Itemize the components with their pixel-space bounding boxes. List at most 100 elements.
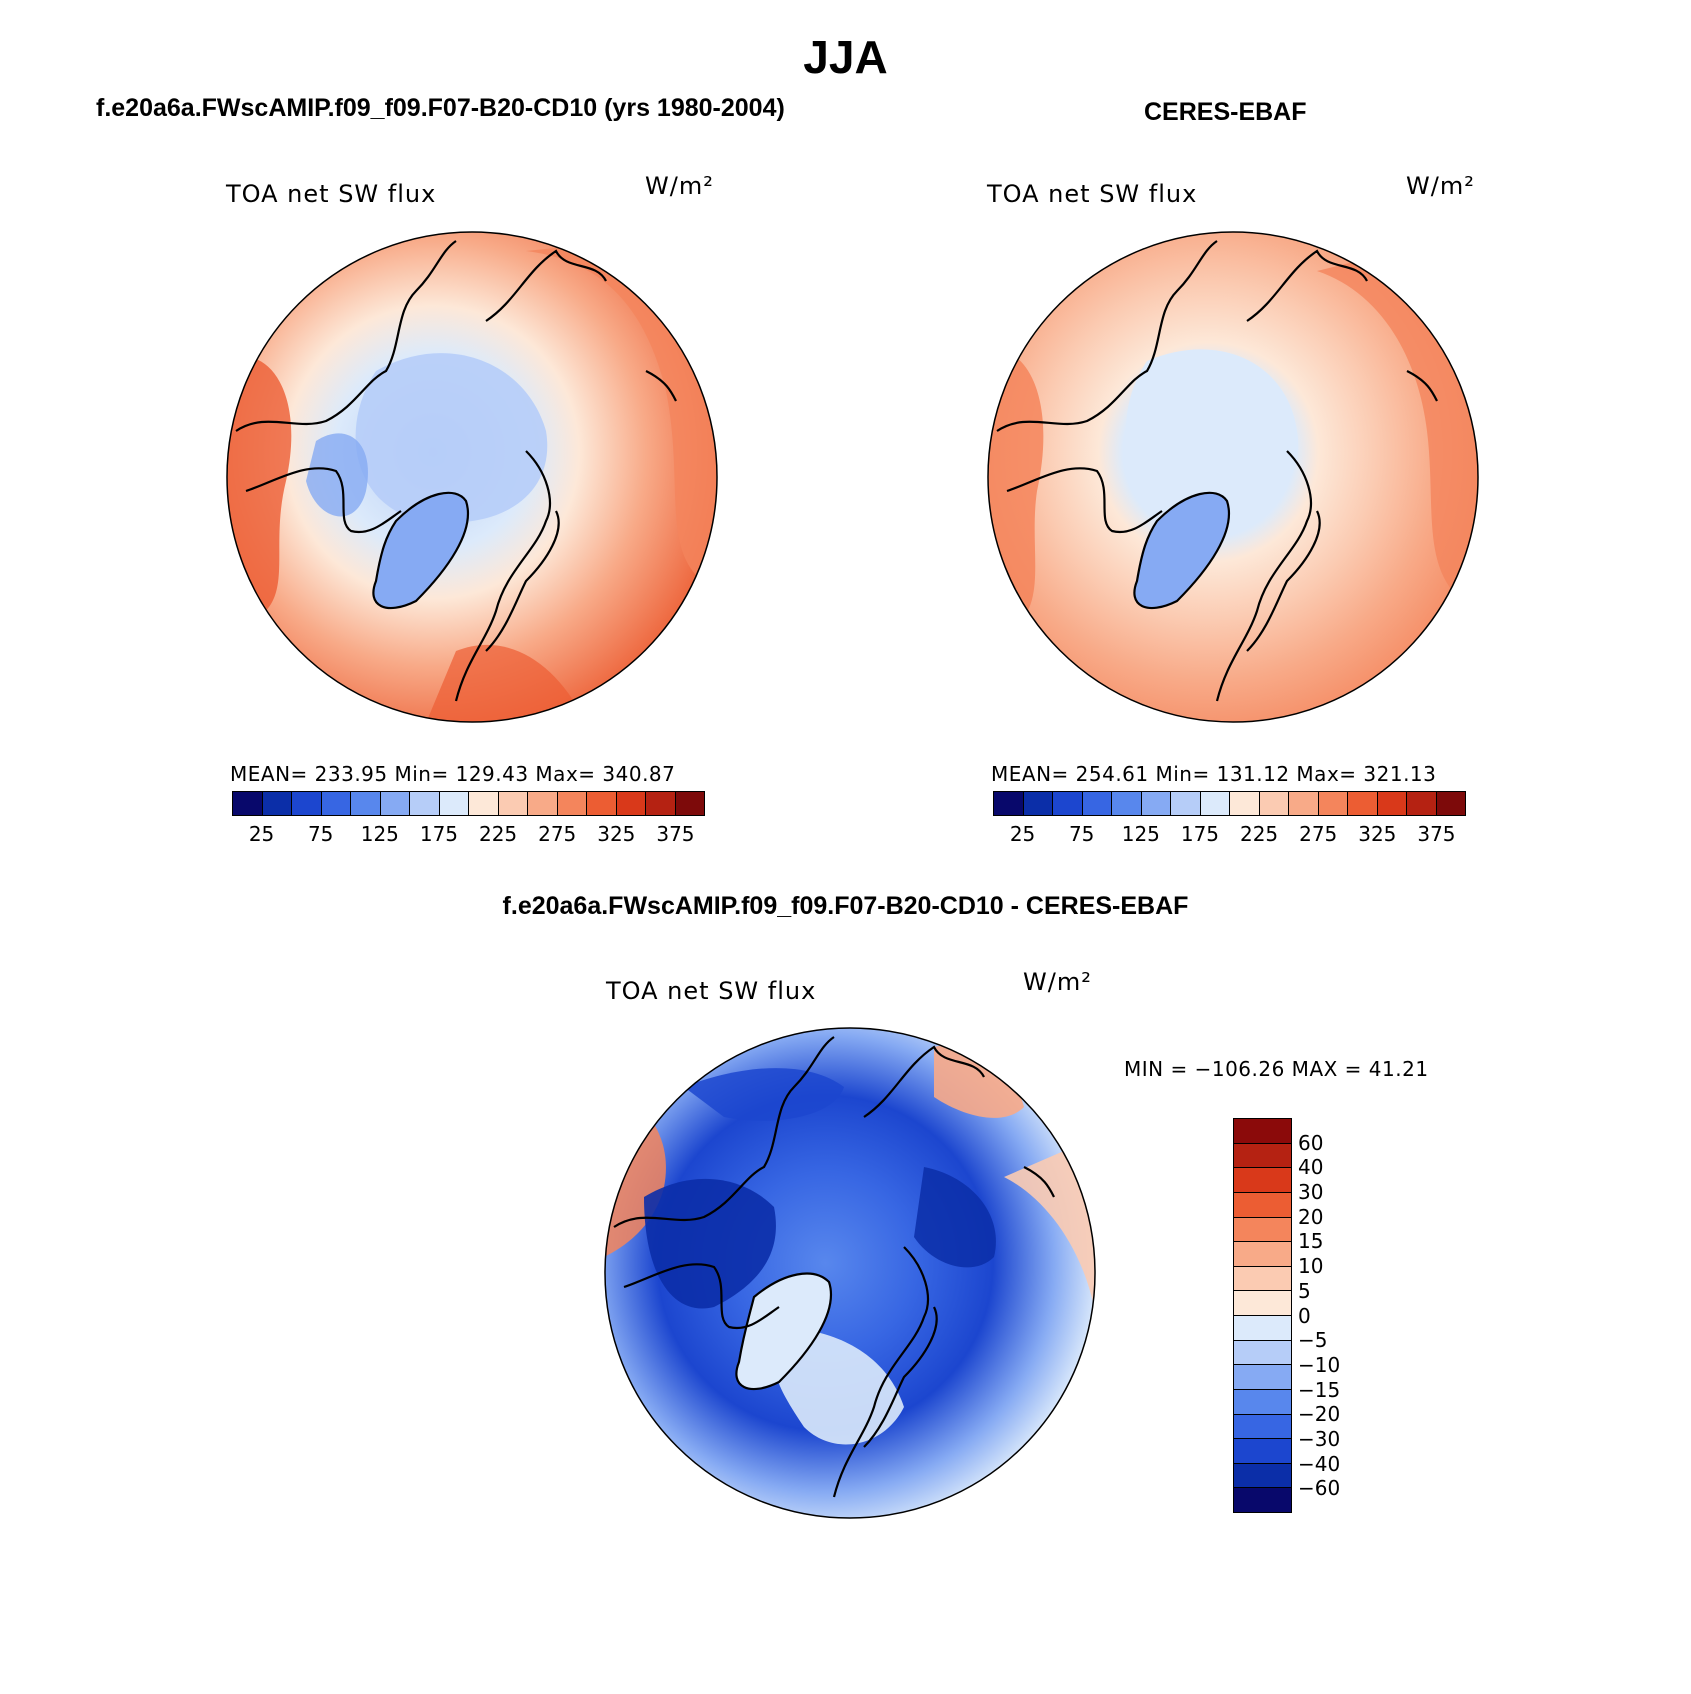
colorbar-tick-label: 10: [1298, 1254, 1324, 1279]
obs-coastline: [996, 240, 1218, 432]
diff-coastline: [735, 1272, 832, 1391]
obs-polar-map: [987, 231, 1479, 723]
diff-coastline: [1023, 1166, 1055, 1198]
model-coastline: [625, 260, 667, 292]
obs-coastline: [1246, 510, 1321, 652]
colorbar-swatch: [1234, 1119, 1291, 1144]
model-panel-title: f.e20a6a.FWscAMIP.f09_f09.F07-B20-CD10 (…: [96, 94, 785, 122]
colorbar-tick-label: 375: [656, 822, 695, 846]
diff-field-negative-patch: [644, 1178, 776, 1309]
colorbar-tick-label: 60: [1298, 1130, 1324, 1155]
colorbar-swatch: [1234, 1340, 1291, 1366]
model-variable-label: TOA net SW flux: [226, 180, 437, 208]
colorbar-swatch: [1377, 792, 1407, 815]
colorbar-swatch: [646, 792, 676, 815]
obs-greenland: [1134, 492, 1229, 609]
colorbar-tick-label: 325: [597, 822, 636, 846]
colorbar-tick-label: 175: [1180, 822, 1220, 846]
colorbar-tick-label: 30: [1298, 1180, 1324, 1205]
obs-variable-label: TOA net SW flux: [987, 180, 1198, 208]
colorbar-tick-label: −40: [1298, 1451, 1341, 1476]
obs-coastline: [1133, 491, 1230, 610]
diff-units-label: W/m²: [1023, 968, 1092, 996]
colorbar-swatch: [233, 792, 263, 815]
colorbar-swatch: [1348, 792, 1378, 815]
colorbar-tick-label: 75: [1068, 822, 1095, 846]
diff-coastline: [1003, 1056, 1045, 1088]
colorbar-swatch: [1023, 792, 1053, 815]
model-colorbar: [232, 791, 705, 816]
diff-stats: MIN = −106.26 MAX = 41.21: [1124, 1057, 1429, 1081]
colorbar-tick-label: 225: [1239, 822, 1279, 846]
colorbar-swatch: [587, 792, 617, 815]
colorbar-tick-label: 125: [360, 822, 399, 846]
model-field-cold-patch: [355, 353, 548, 523]
colorbar-swatch: [1234, 1463, 1291, 1489]
colorbar-swatch: [1141, 792, 1171, 815]
colorbar-swatch: [1171, 792, 1201, 815]
colorbar-swatch: [1234, 1365, 1291, 1390]
colorbar-tick-label: 40: [1298, 1155, 1324, 1180]
diff-field-negative-patch: [914, 1167, 996, 1268]
colorbar-swatch: [1234, 1488, 1291, 1512]
diff-greenland: [736, 1273, 831, 1390]
obs-coastline: [1406, 370, 1438, 402]
diff-coastline: [863, 1306, 938, 1448]
colorbar-tick-label: −30: [1298, 1426, 1341, 1451]
colorbar-tick-label: 25: [1009, 822, 1036, 846]
colorbar-swatch: [1112, 792, 1142, 815]
colorbar-tick-label: −60: [1298, 1476, 1341, 1501]
model-stats: MEAN= 233.95 Min= 129.43 Max= 340.87: [230, 762, 676, 786]
colorbar-swatch: [351, 792, 381, 815]
colorbar-swatch: [262, 792, 292, 815]
colorbar-swatch: [1234, 1291, 1291, 1316]
colorbar-tick-label: −10: [1298, 1352, 1341, 1377]
colorbar-swatch: [1230, 792, 1260, 815]
colorbar-swatch: [498, 792, 528, 815]
colorbar-swatch: [675, 792, 704, 815]
colorbar-swatch: [616, 792, 646, 815]
colorbar-swatch: [1259, 792, 1289, 815]
colorbar-tick-label: −20: [1298, 1402, 1341, 1427]
model-coastline: [372, 491, 469, 610]
colorbar-swatch: [1082, 792, 1112, 815]
obs-coastline: [1215, 450, 1312, 702]
colorbar-swatch: [1234, 1168, 1291, 1193]
colorbar-swatch: [1234, 1217, 1291, 1243]
colorbar-swatch: [469, 792, 499, 815]
colorbar-tick-label: 5: [1298, 1278, 1311, 1303]
colorbar-swatch: [1053, 792, 1083, 815]
model-polar-map: [226, 231, 718, 723]
diff-field-negative-patch: [684, 1068, 844, 1121]
model-coastline: [485, 510, 560, 652]
colorbar-swatch: [1200, 792, 1230, 815]
obs-stats: MEAN= 254.61 Min= 131.12 Max= 321.13: [991, 762, 1437, 786]
model-coastline: [454, 450, 551, 702]
model-units-label: W/m²: [645, 172, 714, 200]
colorbar-tick-label: −5: [1298, 1328, 1328, 1353]
colorbar-tick-label: 325: [1358, 822, 1397, 846]
diff-coastline: [832, 1246, 929, 1498]
model-colorbar-ticks: 25 75 125 175 225 275 325 375: [232, 822, 705, 846]
diff-variable-label: TOA net SW flux: [606, 977, 817, 1005]
obs-coastline: [1006, 467, 1163, 534]
colorbar-swatch: [1234, 1242, 1291, 1267]
colorbar-tick-label: 175: [419, 822, 459, 846]
colorbar-tick-label: 275: [538, 822, 577, 846]
colorbar-swatch: [1234, 1266, 1291, 1292]
model-field-warm-patch: [426, 644, 586, 722]
colorbar-swatch: [439, 792, 469, 815]
figure-title: JJA: [803, 31, 888, 83]
colorbar-tick-label: 75: [307, 822, 334, 846]
colorbar-tick-label: −15: [1298, 1377, 1341, 1402]
colorbar-swatch: [1234, 1439, 1291, 1464]
diff-field-positive-patch: [1004, 1137, 1095, 1317]
model-coastline: [245, 467, 402, 534]
model-field-cold-patch: [306, 433, 368, 517]
obs-colorbar-ticks: 25 75 125 175 225 275 325 375: [993, 822, 1466, 846]
colorbar-tick-label: 275: [1299, 822, 1338, 846]
obs-coastline: [1246, 249, 1368, 322]
colorbar-swatch: [1436, 792, 1465, 815]
diff-coastline: [613, 1036, 835, 1228]
colorbar-swatch: [321, 792, 351, 815]
